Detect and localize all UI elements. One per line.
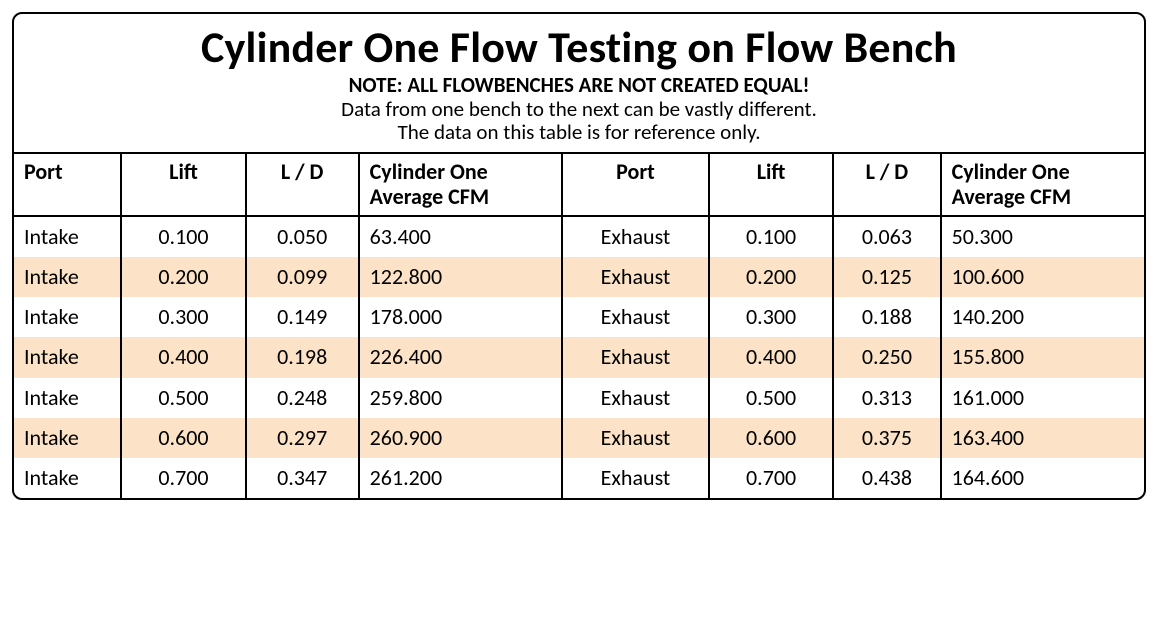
table-cell: 0.600	[709, 418, 833, 458]
table-cell: Intake	[14, 216, 121, 257]
col-port-2: Port	[562, 153, 709, 215]
table-cell: 50.300	[941, 216, 1144, 257]
table-row: Intake0.4000.198226.400Exhaust0.4000.250…	[14, 337, 1144, 377]
table-row: Intake0.1000.05063.400Exhaust0.1000.0635…	[14, 216, 1144, 257]
table-header-row: Port Lift L / D Cylinder One Average CFM…	[14, 153, 1144, 215]
table-cell: 0.300	[121, 297, 245, 337]
table-cell: 0.700	[709, 458, 833, 498]
table-cell: 0.313	[833, 378, 940, 418]
flow-table-card: Cylinder One Flow Testing on Flow Bench …	[12, 12, 1146, 500]
table-cell: 0.400	[709, 337, 833, 377]
table-cell: 0.500	[709, 378, 833, 418]
table-cell: 0.347	[246, 458, 359, 498]
table-body: Intake0.1000.05063.400Exhaust0.1000.0635…	[14, 216, 1144, 498]
col-cfm-1: Cylinder One Average CFM	[359, 153, 562, 215]
table-cell: 155.800	[941, 337, 1144, 377]
table-cell: 0.400	[121, 337, 245, 377]
table-cell: 261.200	[359, 458, 562, 498]
table-header: Port Lift L / D Cylinder One Average CFM…	[14, 153, 1144, 215]
table-cell: Intake	[14, 337, 121, 377]
table-cell: 0.188	[833, 297, 940, 337]
table-cell: Exhaust	[562, 297, 709, 337]
col-port-1: Port	[14, 153, 121, 215]
note-line-1: Data from one bench to the next can be v…	[26, 98, 1132, 121]
table-cell: 0.438	[833, 458, 940, 498]
col-lift-2: Lift	[709, 153, 833, 215]
table-cell: 0.248	[246, 378, 359, 418]
table-cell: 0.200	[709, 257, 833, 297]
table-cell: 0.297	[246, 418, 359, 458]
table-row: Intake0.3000.149178.000Exhaust0.3000.188…	[14, 297, 1144, 337]
col-ld-1: L / D	[246, 153, 359, 215]
table-cell: 0.100	[709, 216, 833, 257]
table-cell: Intake	[14, 458, 121, 498]
table-cell: Exhaust	[562, 378, 709, 418]
table-cell: 63.400	[359, 216, 562, 257]
table-cell: Intake	[14, 378, 121, 418]
table-cell: Exhaust	[562, 216, 709, 257]
table-cell: 0.198	[246, 337, 359, 377]
flow-data-table: Port Lift L / D Cylinder One Average CFM…	[14, 152, 1144, 498]
note-bold: NOTE: ALL FLOWBENCHES ARE NOT CREATED EQ…	[26, 72, 1132, 98]
table-cell: 0.125	[833, 257, 940, 297]
table-cell: 140.200	[941, 297, 1144, 337]
table-cell: Intake	[14, 418, 121, 458]
note-line-2: The data on this table is for reference …	[26, 121, 1132, 144]
table-cell: 0.149	[246, 297, 359, 337]
table-cell: 0.099	[246, 257, 359, 297]
table-cell: 260.900	[359, 418, 562, 458]
col-lift-1: Lift	[121, 153, 245, 215]
table-cell: 226.400	[359, 337, 562, 377]
table-cell: 122.800	[359, 257, 562, 297]
table-cell: 0.063	[833, 216, 940, 257]
table-cell: 0.050	[246, 216, 359, 257]
header-block: Cylinder One Flow Testing on Flow Bench …	[14, 14, 1144, 152]
table-cell: Intake	[14, 297, 121, 337]
table-cell: Exhaust	[562, 458, 709, 498]
table-cell: 161.000	[941, 378, 1144, 418]
table-cell: Exhaust	[562, 418, 709, 458]
col-ld-2: L / D	[833, 153, 940, 215]
table-cell: 0.100	[121, 216, 245, 257]
table-cell: 0.500	[121, 378, 245, 418]
table-cell: 0.700	[121, 458, 245, 498]
table-cell: 0.600	[121, 418, 245, 458]
table-row: Intake0.7000.347261.200Exhaust0.7000.438…	[14, 458, 1144, 498]
table-cell: Intake	[14, 257, 121, 297]
table-cell: 0.375	[833, 418, 940, 458]
table-row: Intake0.5000.248259.800Exhaust0.5000.313…	[14, 378, 1144, 418]
table-cell: 0.200	[121, 257, 245, 297]
table-cell: Exhaust	[562, 257, 709, 297]
table-cell: 178.000	[359, 297, 562, 337]
col-cfm-2: Cylinder One Average CFM	[941, 153, 1144, 215]
table-row: Intake0.2000.099122.800Exhaust0.2000.125…	[14, 257, 1144, 297]
table-cell: 0.250	[833, 337, 940, 377]
table-cell: 0.300	[709, 297, 833, 337]
table-cell: 259.800	[359, 378, 562, 418]
page-title: Cylinder One Flow Testing on Flow Bench	[26, 24, 1132, 70]
table-cell: 100.600	[941, 257, 1144, 297]
table-cell: 164.600	[941, 458, 1144, 498]
table-row: Intake0.6000.297260.900Exhaust0.6000.375…	[14, 418, 1144, 458]
table-cell: Exhaust	[562, 337, 709, 377]
table-cell: 163.400	[941, 418, 1144, 458]
